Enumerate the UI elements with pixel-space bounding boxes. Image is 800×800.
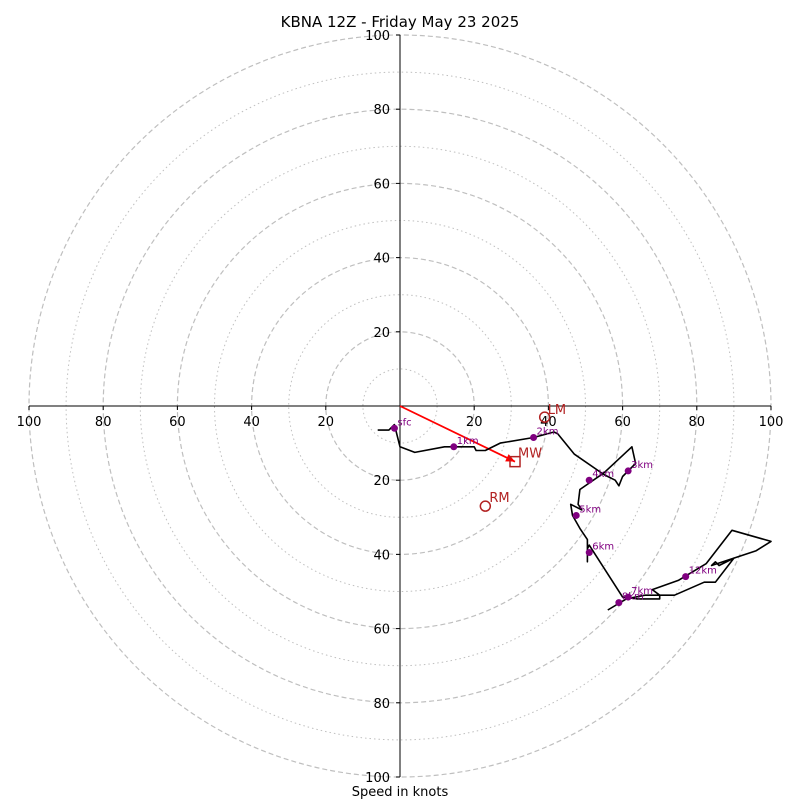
x-tick-label: 100 xyxy=(17,415,42,430)
mean-wind-vector-line xyxy=(399,405,516,463)
right-mover-label: RM xyxy=(489,491,509,506)
height-marker-dot xyxy=(624,467,632,475)
x-tick-label: 100 xyxy=(759,415,784,430)
x-tick-label: 20 xyxy=(318,415,335,430)
height-marker-dot xyxy=(585,476,593,484)
height-marker-label: 7km xyxy=(631,586,653,597)
height-marker-dot xyxy=(390,424,398,432)
mean-wind-label: MW xyxy=(518,447,542,462)
y-tick-label: 40 xyxy=(373,252,390,267)
tick-labels: 100 80 60 40 20 20 40 60 80 100 20 40 60 80 100 20 40 60 8… xyxy=(17,29,784,786)
left-mover-circle xyxy=(538,411,551,423)
y-tick-label: 20 xyxy=(373,474,390,489)
height-marker-label: 12km xyxy=(689,566,717,577)
height-marker-dot xyxy=(530,434,538,442)
height-marker-dot xyxy=(450,443,458,451)
height-marker-label: 8km xyxy=(622,592,644,603)
height-marker-label: 1km xyxy=(457,436,479,447)
x-tick-label: 40 xyxy=(540,415,557,430)
height-marker-dot xyxy=(682,573,690,581)
height-marker-dot xyxy=(615,599,623,607)
y-tick-label: 100 xyxy=(365,29,390,44)
left-mover-label: LM xyxy=(548,403,566,418)
height-marker-dot xyxy=(585,549,593,557)
chart-title: KBNA 12Z - Friday May 23 2025 xyxy=(281,13,520,31)
y-tick-label: 60 xyxy=(373,177,390,192)
height-marker-dot xyxy=(572,511,580,519)
height-marker-dot xyxy=(624,593,632,601)
y-tick-label: 60 xyxy=(373,623,390,638)
y-tick-label: 100 xyxy=(365,771,390,786)
storm-motion-markers: LM RM MW xyxy=(479,403,566,512)
height-marker-label: 5km xyxy=(579,504,601,515)
x-tick-label: 80 xyxy=(689,415,706,430)
height-marker-label: sfc xyxy=(397,417,411,428)
x-tick-label: 60 xyxy=(169,415,186,430)
hodograph-trace xyxy=(377,423,772,611)
right-mover-circle xyxy=(479,500,492,512)
x-tick-label: 20 xyxy=(466,415,483,430)
y-tick-label: 20 xyxy=(373,326,390,341)
y-tick-label: 40 xyxy=(373,548,390,563)
x-tick-label: 40 xyxy=(243,415,260,430)
y-tick-label: 80 xyxy=(373,697,390,712)
x-axis-label: Speed in knots xyxy=(352,785,449,800)
x-tick-label: 60 xyxy=(614,415,631,430)
wind-profile xyxy=(377,423,772,611)
x-tick-label: 80 xyxy=(95,415,112,430)
y-tick-label: 80 xyxy=(373,103,390,118)
height-marker-label: 2km xyxy=(537,427,559,438)
height-marker-label: 6km xyxy=(592,542,614,553)
height-marker-label: 3km xyxy=(631,460,653,471)
height-marker-label: 4km xyxy=(592,469,614,480)
mean-wind-square xyxy=(509,455,521,468)
